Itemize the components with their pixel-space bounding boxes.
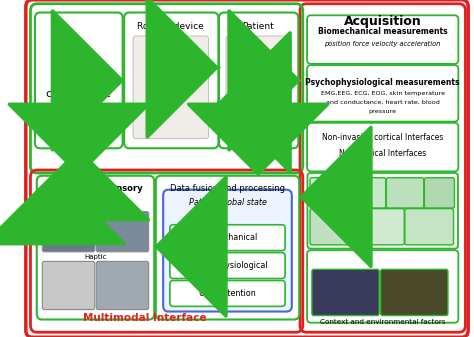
- Text: control system: control system: [37, 103, 120, 113]
- Text: Haptic: Haptic: [84, 254, 107, 259]
- FancyBboxPatch shape: [300, 4, 465, 332]
- Text: Acquisition: Acquisition: [344, 15, 421, 28]
- Text: Non-cortical Interfaces: Non-cortical Interfaces: [339, 149, 426, 158]
- Text: Bio-: Bio-: [68, 75, 90, 85]
- FancyBboxPatch shape: [124, 12, 219, 148]
- FancyBboxPatch shape: [307, 123, 458, 172]
- Text: Biomechanical: Biomechanical: [198, 233, 257, 242]
- Text: Patient: Patient: [242, 22, 274, 31]
- FancyBboxPatch shape: [308, 173, 458, 249]
- Text: Patient global state: Patient global state: [189, 198, 266, 207]
- Polygon shape: [147, 58, 175, 127]
- FancyBboxPatch shape: [42, 212, 95, 252]
- FancyBboxPatch shape: [96, 212, 149, 252]
- Text: Augmented sensory: Augmented sensory: [48, 184, 143, 193]
- FancyBboxPatch shape: [226, 36, 291, 139]
- Text: EMG,EEG, ECG, EOG, skin temperature: EMG,EEG, ECG, EOG, skin temperature: [320, 91, 445, 96]
- Text: Multimodal Interface: Multimodal Interface: [82, 313, 206, 323]
- FancyBboxPatch shape: [312, 269, 379, 315]
- Text: feedback: feedback: [74, 194, 117, 203]
- Text: Data fusion and processing: Data fusion and processing: [170, 184, 285, 193]
- FancyBboxPatch shape: [356, 209, 404, 245]
- FancyBboxPatch shape: [96, 262, 149, 310]
- Circle shape: [159, 44, 173, 61]
- FancyBboxPatch shape: [163, 190, 292, 311]
- Text: Non-invasive cortical Interfaces: Non-invasive cortical Interfaces: [322, 133, 443, 142]
- FancyBboxPatch shape: [35, 12, 123, 148]
- FancyBboxPatch shape: [307, 15, 458, 64]
- FancyBboxPatch shape: [170, 253, 285, 278]
- Text: Robotic device: Robotic device: [137, 22, 204, 31]
- Text: cooperative: cooperative: [46, 89, 112, 99]
- Circle shape: [232, 55, 284, 110]
- FancyBboxPatch shape: [42, 262, 95, 310]
- Text: Biomechanical measurements: Biomechanical measurements: [318, 27, 447, 36]
- FancyBboxPatch shape: [170, 280, 285, 306]
- Text: position force velocity acceleration: position force velocity acceleration: [325, 40, 441, 47]
- FancyBboxPatch shape: [156, 176, 299, 319]
- FancyBboxPatch shape: [170, 225, 285, 251]
- FancyBboxPatch shape: [424, 178, 455, 208]
- FancyBboxPatch shape: [405, 209, 454, 245]
- Text: Psychophysiological: Psychophysiological: [187, 261, 268, 270]
- FancyBboxPatch shape: [381, 269, 448, 315]
- Text: Audio-Visual: Audio-Visual: [74, 206, 117, 212]
- Text: and conductance, heart rate, blood: and conductance, heart rate, blood: [326, 100, 440, 105]
- FancyBboxPatch shape: [348, 178, 386, 208]
- FancyBboxPatch shape: [307, 65, 458, 122]
- Circle shape: [147, 62, 157, 72]
- FancyBboxPatch shape: [310, 178, 347, 208]
- FancyBboxPatch shape: [386, 178, 424, 208]
- FancyBboxPatch shape: [310, 209, 355, 245]
- FancyBboxPatch shape: [133, 36, 209, 139]
- FancyBboxPatch shape: [219, 12, 298, 148]
- Text: Context and environmental factors: Context and environmental factors: [320, 319, 446, 325]
- Text: pressure: pressure: [369, 109, 397, 114]
- FancyBboxPatch shape: [307, 250, 458, 323]
- FancyBboxPatch shape: [37, 176, 154, 319]
- Text: Psychophysiological measurements: Psychophysiological measurements: [305, 78, 460, 87]
- Text: User intention: User intention: [199, 289, 256, 298]
